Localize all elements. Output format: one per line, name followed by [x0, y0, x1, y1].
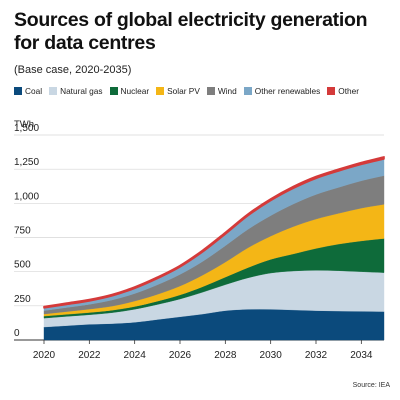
legend-swatch: [14, 87, 22, 95]
legend-swatch: [243, 87, 252, 95]
legend: Coal Natural gas Nuclear Solar PV Wind Other …: [14, 86, 394, 96]
source-note: Source: IEA: [352, 382, 390, 389]
legend-label: Other: [338, 86, 360, 96]
legend-swatch: [156, 87, 165, 95]
x-tick-label: 2028: [214, 350, 237, 361]
chart-title: Sources of global electricity generation…: [14, 9, 368, 54]
x-tick-label: 2030: [260, 350, 283, 361]
y-tick-label: 1,500: [14, 123, 39, 134]
x-tick-label: 2024: [124, 350, 147, 361]
y-tick-label: 250: [14, 294, 31, 305]
x-tick-label: 2022: [78, 350, 101, 361]
y-tick-label: 1,000: [14, 191, 39, 202]
y-tick-label: 500: [14, 260, 31, 271]
legend-swatch: [327, 87, 336, 95]
legend-item-wind: Wind: [206, 86, 237, 96]
y-axis-ticks: 0 250 500 750 1,000 1,250 1,500: [14, 123, 39, 339]
legend-label: Nuclear: [120, 86, 150, 96]
legend-item-nuclear: Nuclear: [109, 86, 150, 96]
y-tick-label: 1,250: [14, 157, 39, 168]
x-tick-label: 2026: [169, 350, 192, 361]
y-tick-label: 0: [14, 328, 20, 339]
legend-label: Wind: [217, 86, 237, 96]
legend-item-other: Other: [327, 86, 359, 96]
x-axis-ticks: 2020 2022 2024 2026 2028 2030 2032 2034: [33, 340, 373, 361]
y-axis-unit-label: TWh: [14, 119, 34, 130]
legend-label: Other renewables: [254, 86, 321, 96]
x-tick-label: 2032: [305, 350, 328, 361]
legend-item-other-renewables: Other renewables: [243, 86, 321, 96]
legend-item-natural-gas: Natural gas: [49, 86, 103, 96]
legend-label: Natural gas: [60, 86, 103, 96]
x-tick-label: 2020: [33, 350, 56, 361]
legend-swatch: [206, 87, 215, 95]
area-other: [43, 156, 385, 309]
y-tick-label: 750: [14, 226, 31, 237]
x-tick-label: 2034: [350, 350, 373, 361]
legend-swatch: [109, 87, 118, 95]
legend-label: Coal: [25, 86, 43, 96]
legend-item-coal: Coal: [14, 86, 42, 96]
chart-subtitle: (Base case, 2020-2035): [14, 64, 132, 76]
legend-swatch: [49, 87, 58, 95]
legend-item-solar-pv: Solar PV: [156, 86, 200, 96]
legend-label: Solar PV: [167, 86, 200, 96]
area-series: [43, 156, 385, 341]
